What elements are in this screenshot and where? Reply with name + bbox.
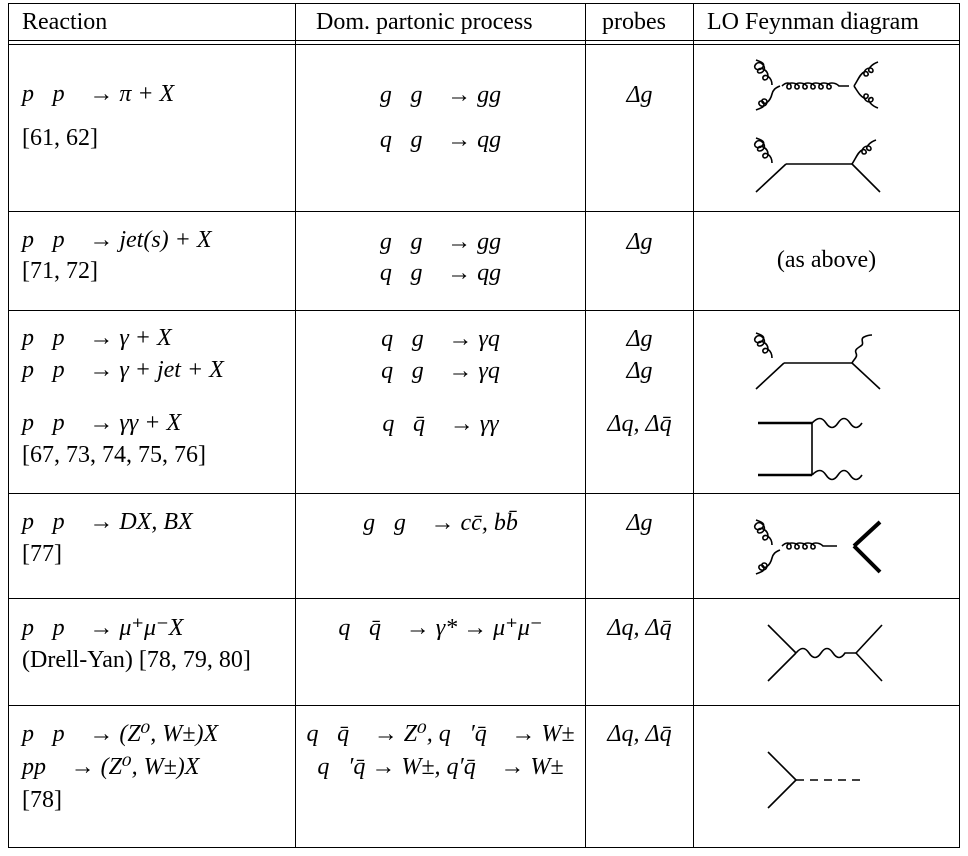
col-divider	[959, 3, 960, 848]
row-divider	[8, 310, 960, 311]
reference-text: [61, 62]	[22, 125, 98, 151]
reaction-text: p⃗p⃗ → γ + jet + X	[22, 357, 224, 383]
process-text: g⃗g⃗ → cc̄, bb̄	[363, 510, 518, 536]
header-rule-2	[8, 44, 960, 45]
col-divider	[585, 3, 586, 848]
col-divider	[8, 3, 9, 848]
header-process: Dom. partonic process	[316, 9, 533, 35]
probe-text: Δq, Δq̄	[607, 411, 672, 437]
process-text: q⃗g⃗ → γq	[381, 326, 500, 352]
feynman-diagram-weak-boson	[767, 751, 860, 809]
feynman-diagram-compton-annihilation	[753, 332, 881, 481]
col-divider	[295, 3, 296, 848]
reaction-text: p⃗p⃗ → π + X	[22, 81, 175, 107]
diagram-note: (as above)	[776, 247, 877, 273]
reaction-text: pp⃗ → (Z⁰, W±)X	[22, 754, 200, 780]
reference-text: [67, 73, 74, 75, 76]	[22, 442, 206, 468]
probe-text: Δg	[626, 358, 653, 384]
header-reaction: Reaction	[22, 9, 108, 35]
probe-text: Δq, Δq̄	[607, 721, 672, 747]
row-divider	[8, 211, 960, 212]
probe-text: Δg	[626, 229, 653, 255]
row-divider	[8, 705, 960, 706]
reaction-text: p⃗p⃗ → γγ + X	[22, 410, 182, 436]
col-divider	[693, 3, 694, 848]
process-text: q⃗q̄⃗ → γ* → μ⁺μ⁻	[338, 615, 543, 641]
process-text: q⃗′q̄ → W±, q′q̄⃗ → W±	[317, 754, 564, 780]
process-text: q⃗q̄⃗ → Z⁰, q⃗′q̄⃗ → W±	[306, 721, 575, 747]
probe-text: Δg	[626, 82, 653, 108]
probe-text: Δg	[626, 510, 653, 536]
header-diagram: LO Feynman diagram	[707, 9, 919, 35]
feynman-diagram-gg-heavy-quark	[753, 519, 882, 575]
probe-text: Δq, Δq̄	[607, 615, 672, 641]
process-text: g⃗g⃗ → gg	[379, 229, 502, 255]
row-divider	[8, 493, 960, 494]
process-text: q⃗g⃗ → qg	[379, 260, 502, 286]
process-text: q⃗g⃗ → qg	[379, 127, 502, 153]
reaction-text: p⃗p⃗ → jet(s) + X	[22, 227, 212, 253]
process-text: q⃗g⃗ → γq	[381, 358, 500, 384]
table-rule-bottom	[8, 847, 960, 848]
reaction-text: p⃗p⃗ → (Z⁰, W±)X	[22, 721, 219, 747]
table-rule-top	[8, 3, 960, 4]
feynman-diagram-gg-gg	[753, 59, 881, 193]
probe-text: Δg	[626, 326, 653, 352]
reaction-text: p⃗p⃗ → μ⁺μ⁻X	[22, 615, 184, 641]
reference-text: (Drell-Yan) [78, 79, 80]	[22, 647, 251, 673]
row-divider	[8, 598, 960, 599]
reference-text: [78]	[22, 787, 62, 813]
reaction-text: p⃗p⃗ → γ + X	[22, 325, 172, 351]
reaction-text: p⃗p⃗ → DX, BX	[22, 509, 193, 535]
feynman-diagram-drell-yan	[767, 624, 883, 682]
header-probes: probes	[602, 9, 666, 35]
header-rule	[8, 40, 960, 41]
reference-text: [71, 72]	[22, 258, 98, 284]
reference-text: [77]	[22, 541, 62, 567]
process-text: g⃗g⃗ → gg	[379, 82, 502, 108]
process-text: q⃗q̄⃗ → γγ	[382, 411, 499, 437]
